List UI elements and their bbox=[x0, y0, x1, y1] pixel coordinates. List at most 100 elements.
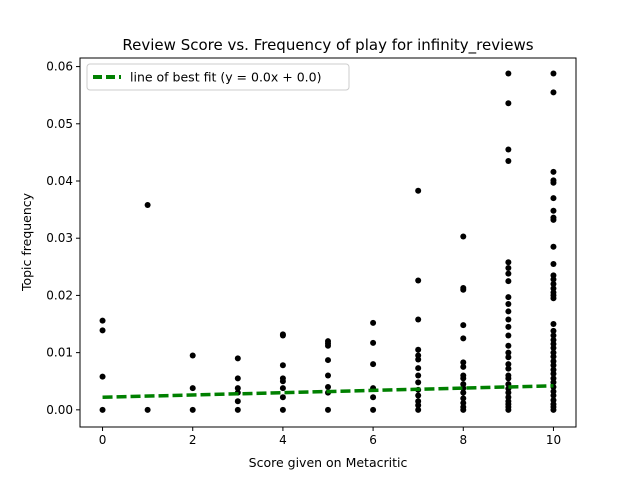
scatter-point bbox=[144, 202, 151, 209]
scatter-point bbox=[460, 399, 467, 406]
scatter-point bbox=[550, 358, 557, 365]
scatter-point bbox=[505, 394, 512, 401]
best-fit-line bbox=[102, 384, 554, 400]
scatter-point bbox=[189, 352, 196, 359]
scatter-point bbox=[415, 372, 422, 379]
y-tick-label: 0.04 bbox=[46, 174, 73, 188]
scatter-point bbox=[505, 365, 512, 372]
scatter-point bbox=[325, 357, 331, 364]
x-tick-label: 8 bbox=[459, 433, 467, 447]
scatter-point bbox=[460, 389, 467, 396]
scatter-point bbox=[370, 339, 377, 346]
scatter-point bbox=[279, 375, 286, 382]
x-tick-label: 4 bbox=[279, 433, 287, 447]
scatter-point bbox=[370, 319, 377, 326]
scatter-point bbox=[234, 406, 241, 413]
scatter-point bbox=[505, 332, 512, 339]
plot-area bbox=[80, 58, 576, 427]
scatter-point bbox=[550, 397, 557, 404]
y-axis-label: Topic frequency bbox=[19, 192, 34, 292]
x-tick-label: 2 bbox=[189, 433, 197, 447]
scatter-point bbox=[505, 372, 512, 379]
scatter-point bbox=[144, 406, 151, 413]
scatter-point bbox=[505, 278, 512, 285]
scatter-point bbox=[550, 280, 557, 287]
scatter-point bbox=[234, 375, 241, 382]
scatter-point bbox=[189, 385, 196, 392]
x-tick-label: 10 bbox=[546, 433, 561, 447]
x-tick-label: 0 bbox=[99, 433, 107, 447]
y-tick-label: 0.03 bbox=[46, 231, 73, 245]
scatter-point bbox=[460, 372, 467, 379]
scatter-point bbox=[415, 346, 422, 353]
scatter-points bbox=[99, 70, 557, 413]
scatter-point bbox=[550, 195, 557, 202]
scatter-point bbox=[550, 337, 557, 344]
scatter-point bbox=[550, 388, 557, 395]
scatter-point bbox=[279, 394, 286, 401]
scatter-point bbox=[550, 70, 557, 77]
scatter-point bbox=[460, 284, 467, 291]
scatter-point bbox=[505, 259, 512, 266]
scatter-point bbox=[370, 394, 377, 401]
scatter-point bbox=[189, 406, 196, 413]
scatter-point bbox=[99, 327, 106, 334]
scatter-point bbox=[505, 146, 512, 153]
scatter-point bbox=[415, 379, 422, 386]
scatter-point bbox=[99, 406, 106, 413]
chart-title: Review Score vs. Frequency of play for i… bbox=[122, 36, 533, 55]
scatter-point bbox=[550, 366, 557, 373]
scatter-point bbox=[550, 89, 557, 96]
scatter-point bbox=[234, 398, 241, 405]
scatter-point bbox=[325, 338, 331, 345]
scatter-point bbox=[415, 187, 422, 194]
scatter-point bbox=[415, 316, 422, 323]
legend: line of best fit (y = 0.0x + 0.0) bbox=[86, 63, 350, 91]
scatter-point bbox=[99, 317, 106, 324]
scatter-point bbox=[415, 398, 422, 405]
scatter-point bbox=[279, 362, 286, 369]
y-tick-label: 0.05 bbox=[46, 117, 73, 131]
scatter-point bbox=[415, 352, 422, 359]
scatter-point bbox=[460, 335, 467, 342]
scatter-point bbox=[505, 157, 512, 164]
scatter-point bbox=[550, 260, 557, 267]
axes: 0 2 4 6 8 10 0.00 0.01 0.02 0.03 0.04 0.05 0.06 bbox=[46, 57, 577, 447]
scatter-point bbox=[279, 385, 286, 392]
scatter-point bbox=[505, 294, 512, 301]
scatter-point bbox=[99, 373, 106, 380]
scatter-point bbox=[505, 323, 512, 330]
scatter-point bbox=[505, 100, 512, 107]
scatter-point bbox=[505, 316, 512, 323]
legend-box bbox=[86, 63, 350, 91]
scatter-point bbox=[370, 406, 377, 413]
scatter-point bbox=[505, 308, 512, 315]
scatter-point bbox=[550, 349, 557, 356]
scatter-point bbox=[460, 363, 467, 370]
scatter-point bbox=[550, 168, 557, 175]
scatter-point bbox=[550, 207, 557, 214]
scatter-point bbox=[415, 277, 422, 284]
scatter-point bbox=[550, 321, 557, 328]
scatter-point bbox=[370, 361, 377, 368]
scatter-point bbox=[550, 243, 557, 250]
axes-frame bbox=[79, 57, 577, 428]
scatter-point bbox=[550, 327, 557, 334]
scatter-point bbox=[234, 385, 241, 392]
scatter-point bbox=[415, 365, 422, 372]
scatter-point bbox=[415, 392, 422, 399]
legend-entry-label: line of best fit (y = 0.0x + 0.0) bbox=[130, 70, 321, 85]
scatter-point bbox=[460, 381, 467, 388]
scatter-point bbox=[550, 375, 557, 382]
y-tick-label: 0.00 bbox=[46, 403, 73, 417]
scatter-point bbox=[505, 354, 512, 361]
scatter-point bbox=[325, 383, 331, 390]
scatter-point bbox=[325, 372, 331, 379]
y-tick-label: 0.02 bbox=[46, 288, 73, 302]
scatter-point bbox=[550, 177, 557, 184]
scatter-point bbox=[279, 331, 286, 338]
scatter-point bbox=[505, 270, 512, 277]
scatter-point bbox=[460, 359, 467, 366]
scatter-point bbox=[550, 214, 557, 221]
